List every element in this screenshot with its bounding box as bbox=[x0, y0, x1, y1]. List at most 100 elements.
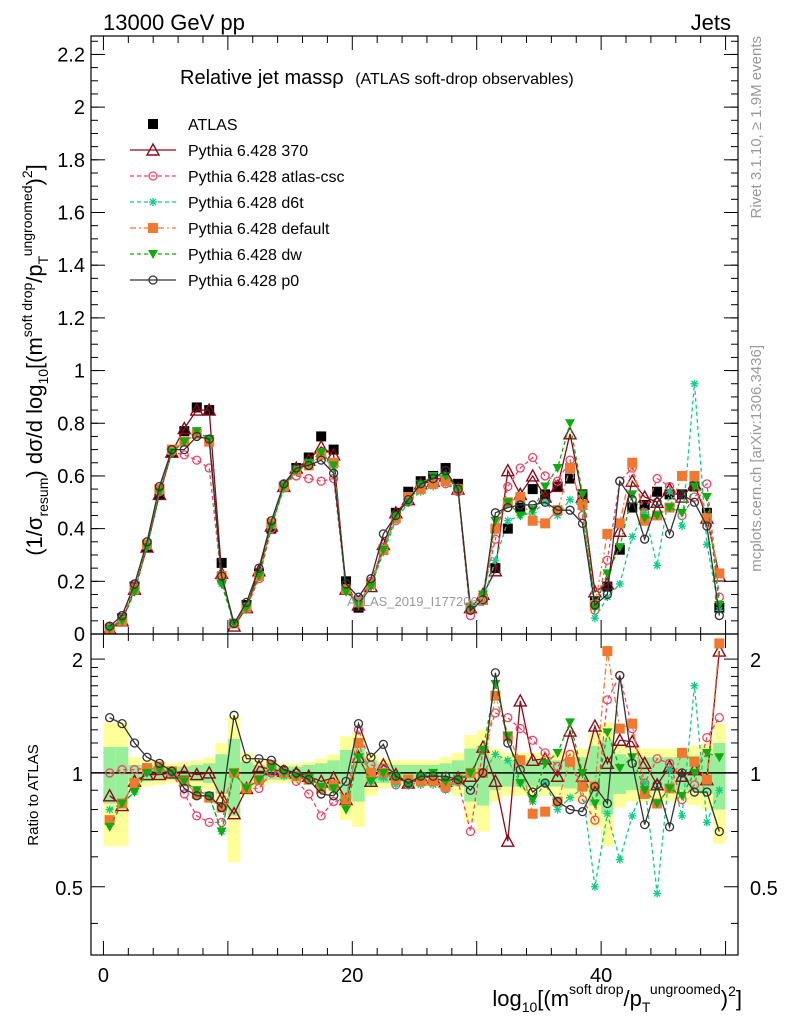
data-point bbox=[689, 492, 700, 502]
ratio-point bbox=[491, 750, 500, 759]
data-point bbox=[689, 470, 700, 481]
ratio-point bbox=[229, 768, 240, 778]
ratio-point bbox=[689, 768, 700, 778]
data-point bbox=[440, 476, 451, 487]
data-point bbox=[191, 402, 202, 413]
ratio-point bbox=[204, 791, 214, 801]
data-point bbox=[653, 561, 662, 570]
data-point bbox=[179, 444, 189, 455]
ratio-point bbox=[391, 771, 401, 781]
ratio-point bbox=[241, 754, 252, 764]
y-tick-label: 1.2 bbox=[57, 308, 85, 330]
ratio-point bbox=[104, 822, 115, 832]
ratio-point bbox=[677, 747, 688, 758]
ratio-point bbox=[714, 638, 725, 649]
data-point bbox=[590, 614, 599, 623]
ratio-point bbox=[640, 779, 649, 788]
ratio-point bbox=[465, 768, 476, 778]
data-point bbox=[503, 481, 513, 492]
ratio-point bbox=[104, 815, 115, 826]
data-point bbox=[602, 589, 613, 600]
ratio-point bbox=[341, 794, 352, 805]
data-point bbox=[565, 473, 576, 484]
ratio-point bbox=[562, 723, 578, 737]
data-point bbox=[540, 482, 551, 492]
ratio-band-inner bbox=[489, 757, 502, 791]
legend-label: Pythia 6.428 370 bbox=[188, 143, 308, 160]
ratio-band-inner bbox=[613, 754, 627, 794]
data-point bbox=[304, 473, 314, 484]
ratio-point bbox=[515, 779, 526, 789]
data-point bbox=[304, 460, 314, 471]
series-6 bbox=[105, 431, 724, 631]
data-point bbox=[440, 466, 451, 476]
ratio-point bbox=[490, 690, 501, 701]
ratio-point bbox=[167, 766, 177, 776]
ratio-point bbox=[515, 755, 526, 766]
svg-text:(1/σresum) dσ/d log10[(msoft d: (1/σresum) dσ/d log10[(msoft drop/pTungr… bbox=[19, 164, 51, 556]
ratio-point bbox=[129, 738, 140, 748]
data-point bbox=[552, 476, 563, 486]
ratio-point bbox=[590, 882, 599, 891]
data-point bbox=[154, 481, 165, 492]
data-point bbox=[562, 426, 578, 440]
ratio-point bbox=[701, 748, 712, 758]
legend-label: Pythia 6.428 atlas-csc bbox=[188, 169, 345, 186]
ratio-point bbox=[503, 756, 512, 765]
ratio-point bbox=[614, 723, 625, 734]
data-point bbox=[279, 479, 289, 489]
ratio-point bbox=[139, 767, 155, 781]
ratio-point bbox=[712, 643, 727, 657]
ratio-point bbox=[640, 819, 650, 830]
legend-label: Pythia 6.428 p0 bbox=[188, 273, 299, 290]
ratio-point bbox=[403, 778, 413, 788]
ratio-point bbox=[587, 718, 603, 732]
data-point bbox=[527, 484, 538, 495]
data-point bbox=[702, 521, 712, 531]
ratio-point bbox=[179, 783, 189, 794]
ratio-point bbox=[365, 767, 376, 778]
data-point bbox=[677, 508, 688, 518]
ratio-point bbox=[653, 889, 662, 898]
ratio-point bbox=[378, 739, 389, 750]
ratio-point bbox=[565, 804, 575, 815]
ratio-point bbox=[117, 718, 127, 729]
plot-title: Relative jet massρ (ATLAS soft-drop obse… bbox=[180, 67, 574, 89]
data-point bbox=[515, 492, 526, 503]
data-point bbox=[341, 587, 352, 597]
data-point bbox=[428, 473, 438, 484]
ratio-point bbox=[105, 805, 114, 814]
data-point bbox=[316, 455, 326, 465]
data-point bbox=[104, 624, 115, 634]
ratio-point bbox=[639, 786, 650, 796]
ratio-point bbox=[129, 778, 140, 789]
ratio-point bbox=[391, 780, 400, 789]
ratio-point bbox=[615, 670, 625, 681]
data-point bbox=[639, 499, 650, 510]
data-point bbox=[142, 537, 152, 547]
ratio-band-inner bbox=[103, 747, 116, 804]
ratio-point bbox=[714, 713, 724, 723]
data-point bbox=[652, 486, 663, 497]
ratio-point bbox=[465, 826, 476, 837]
data-point bbox=[503, 516, 512, 525]
ratio-point bbox=[216, 802, 227, 813]
data-point bbox=[353, 601, 364, 611]
y-tick-label: 0.8 bbox=[57, 413, 85, 435]
legend-marker bbox=[148, 275, 158, 285]
data-point bbox=[677, 489, 687, 500]
ratio-point bbox=[701, 774, 712, 785]
ratio-line bbox=[109, 643, 720, 821]
data-point bbox=[500, 463, 515, 477]
data-point bbox=[627, 502, 638, 513]
header-left: 13000 GeV pp bbox=[103, 10, 245, 35]
ratio-point bbox=[566, 793, 575, 802]
ratio-point bbox=[341, 776, 351, 786]
data-point bbox=[328, 461, 339, 471]
mcplots-source-text: mcplots.cern.ch [arXiv:1306.3436] bbox=[748, 345, 765, 572]
data-point bbox=[602, 581, 613, 592]
ratio-point bbox=[129, 788, 140, 798]
ratio-point bbox=[690, 681, 699, 690]
data-point bbox=[649, 494, 665, 508]
data-point bbox=[528, 452, 538, 463]
